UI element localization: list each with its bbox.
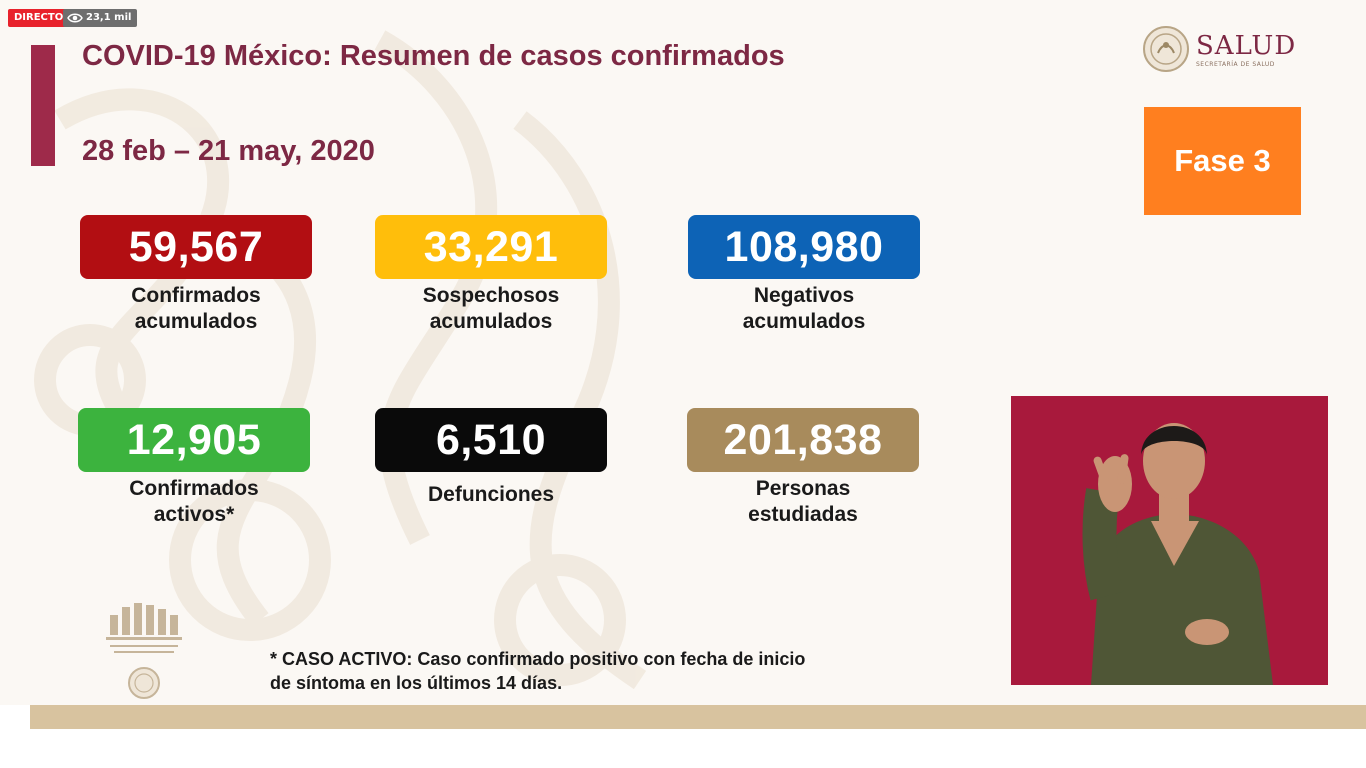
stat-label-line1: Confirmados bbox=[131, 284, 261, 307]
stat-people-studied: 201,838 Personas estudiadas bbox=[687, 408, 919, 528]
stat-suspected-cumulative: 33,291 Sospechosos acumulados bbox=[375, 215, 607, 335]
eye-icon bbox=[67, 13, 83, 23]
live-badge: DIRECTO bbox=[8, 9, 70, 27]
stat-label-line1: Negativos bbox=[753, 284, 855, 307]
stat-label-line2: acumulados bbox=[429, 310, 553, 333]
stat-label: Sospechosos acumulados bbox=[375, 283, 607, 335]
stat-label: Confirmados activos* bbox=[78, 476, 310, 528]
footnote-line2: de síntoma en los últimos 14 días. bbox=[270, 673, 563, 693]
stat-negative-cumulative: 108,980 Negativos acumulados bbox=[688, 215, 920, 335]
stat-label: Personas estudiadas bbox=[687, 476, 919, 528]
stat-label-line1: Sospechosos bbox=[422, 284, 560, 307]
stat-label-line1: Confirmados bbox=[129, 477, 259, 500]
stat-label: Negativos acumulados bbox=[688, 283, 920, 335]
stat-label-line2: acumulados bbox=[742, 310, 866, 333]
stat-label: Confirmados acumulados bbox=[80, 283, 312, 335]
logo-subtitle: SECRETARÍA DE SALUD bbox=[1196, 60, 1275, 68]
stat-value: 108,980 bbox=[688, 215, 920, 279]
viewer-count: 23,1 mil bbox=[63, 9, 138, 27]
stat-label-line1: Defunciones bbox=[427, 483, 555, 506]
stat-value: 201,838 bbox=[687, 408, 919, 472]
phase-badge: Fase 3 bbox=[1144, 107, 1301, 215]
stat-label-line2: estudiadas bbox=[748, 503, 858, 526]
footer-band bbox=[30, 705, 1366, 729]
sign-language-interpreter-video bbox=[1011, 396, 1328, 685]
footnote-line1: * CASO ACTIVO: Caso confirmado positivo … bbox=[270, 649, 806, 669]
presentation-slide: DIRECTO 23,1 mil COVID-19 México: Resume… bbox=[0, 0, 1366, 705]
stat-confirmed-active: 12,905 Confirmados activos* bbox=[78, 408, 310, 528]
logo-name: SALUD bbox=[1196, 30, 1297, 61]
footnote: * CASO ACTIVO: Caso confirmado positivo … bbox=[270, 647, 910, 695]
stat-label-line2: activos* bbox=[153, 503, 235, 526]
page-title: COVID-19 México: Resumen de casos confir… bbox=[82, 40, 785, 72]
stat-label: Defunciones bbox=[375, 482, 607, 508]
stat-value: 59,567 bbox=[80, 215, 312, 279]
stat-value: 33,291 bbox=[375, 215, 607, 279]
stat-label-line2: acumulados bbox=[134, 310, 258, 333]
stat-confirmed-cumulative: 59,567 Confirmados acumulados bbox=[80, 215, 312, 335]
salud-logo: SALUD SECRETARÍA DE SALUD bbox=[1142, 25, 1296, 73]
viewer-count-text: 23,1 mil bbox=[86, 12, 132, 23]
stat-deaths: 6,510 Defunciones bbox=[375, 408, 607, 508]
stat-label-line1: Personas bbox=[755, 477, 851, 500]
national-seal-icon bbox=[1143, 26, 1189, 72]
interpreter-figure bbox=[1011, 396, 1328, 685]
stat-value: 6,510 bbox=[375, 408, 607, 472]
stat-value: 12,905 bbox=[78, 408, 310, 472]
title-accent-bar bbox=[31, 45, 55, 166]
date-range: 28 feb – 21 may, 2020 bbox=[82, 135, 375, 167]
government-emblem bbox=[106, 603, 182, 699]
